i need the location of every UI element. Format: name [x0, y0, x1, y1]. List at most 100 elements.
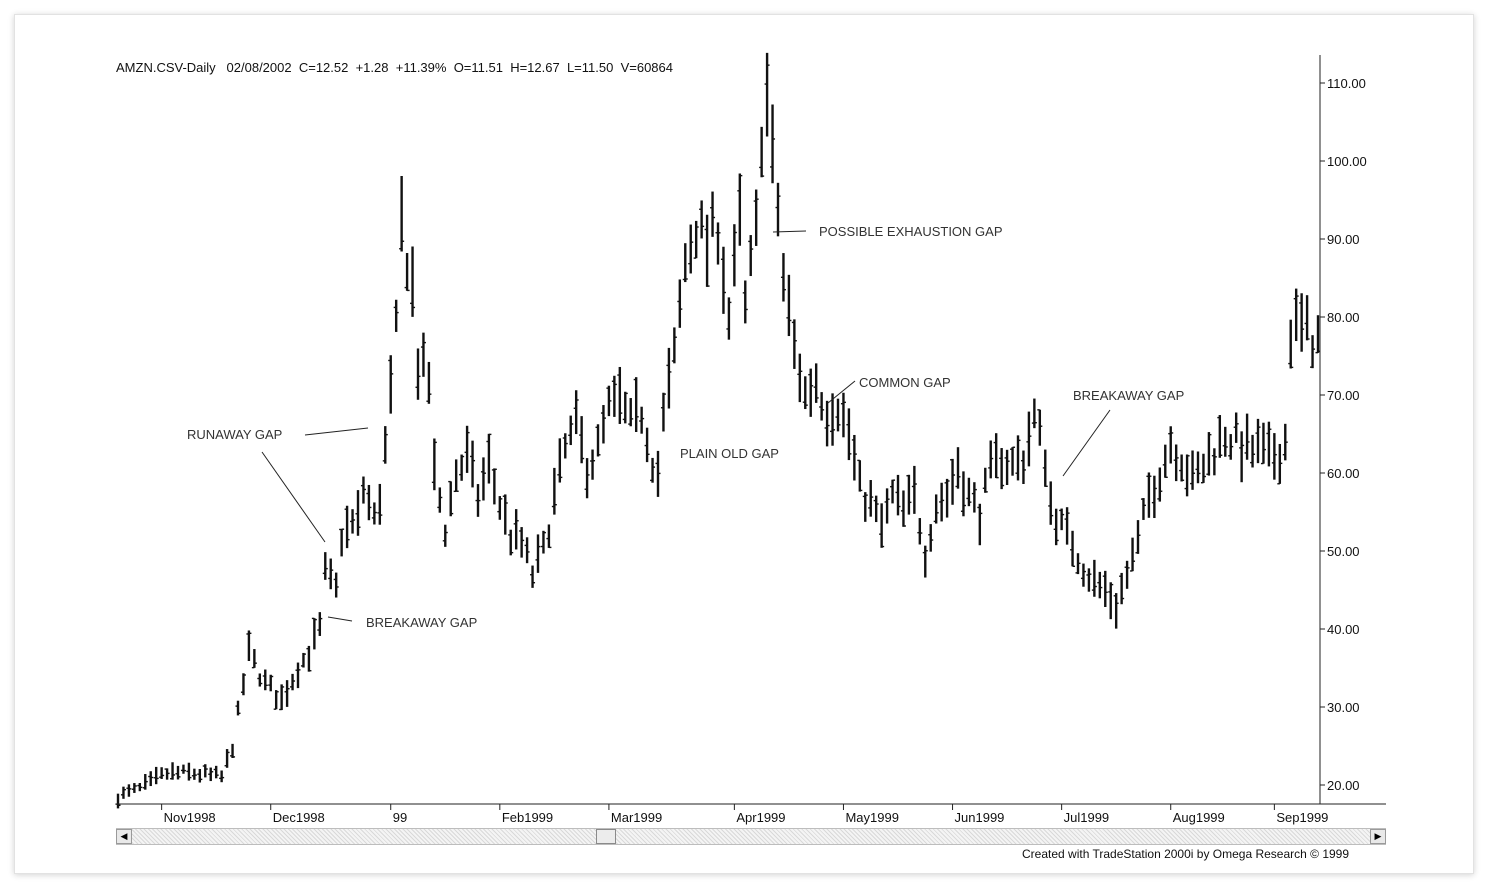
breakaway-gap-1-leader: [327, 616, 353, 622]
ohlc-bar: [268, 674, 274, 692]
ohlc-bar: [300, 652, 306, 668]
annotation-runaway-gap: RUNAWAY GAP: [187, 427, 282, 442]
ohlc-bar: [530, 565, 536, 588]
ohlc-bar: [726, 297, 732, 340]
ohlc-bar: [748, 235, 754, 277]
ohlc-bar: [960, 471, 966, 517]
ohlc-bar: [448, 480, 454, 517]
ohlc-bar: [840, 392, 846, 438]
ohlc-bar: [644, 427, 650, 463]
ohlc-bar: [857, 459, 863, 492]
ohlc-bar: [1015, 435, 1021, 481]
ohlc-bar: [491, 468, 497, 505]
horizontal-scrollbar[interactable]: ◀ ▶: [116, 828, 1386, 845]
ohlc-bar: [290, 673, 296, 691]
ohlc-bar: [1048, 481, 1054, 525]
ohlc-bar: [142, 774, 148, 790]
arrow-left-icon: ◀: [120, 831, 128, 841]
ohlc-bar: [453, 459, 459, 493]
ohlc-bar: [955, 447, 961, 489]
x-tick-label: Feb1999: [502, 810, 553, 825]
ohlc-bar: [868, 480, 874, 517]
header-volume: V=60864: [620, 60, 673, 75]
ohlc-bar: [480, 457, 486, 501]
ohlc-bar: [1080, 563, 1086, 587]
ohlc-bar: [846, 408, 852, 461]
ohlc-bar: [1102, 570, 1108, 608]
ohlc-bar: [371, 502, 377, 525]
ohlc-bar: [873, 495, 879, 523]
ohlc-bar: [1168, 426, 1174, 464]
ohlc-bar: [339, 528, 345, 557]
annotation-plain-old-gap: PLAIN OLD GAP: [680, 446, 779, 461]
ohlc-bar: [1064, 507, 1070, 545]
ohlc-bar: [540, 530, 546, 554]
y-tick-label: 80.00: [1327, 310, 1360, 325]
ohlc-bar: [115, 793, 121, 809]
ohlc-bar: [830, 393, 836, 446]
ohlc-bar: [742, 280, 748, 324]
ohlc-bar: [579, 416, 585, 464]
ohlc-bar: [639, 406, 645, 434]
ohlc-bar: [284, 680, 290, 707]
ohlc-bar: [208, 767, 214, 782]
ohlc-bar: [590, 449, 596, 480]
ohlc-bar: [1179, 454, 1185, 482]
ohlc-bar: [202, 764, 208, 778]
ohlc-bar: [262, 669, 268, 691]
ohlc-bar: [328, 558, 334, 590]
y-tick-label: 70.00: [1327, 388, 1360, 403]
ohlc-bar: [420, 332, 426, 377]
ohlc-bar: [415, 348, 421, 400]
ohlc-bar: [464, 425, 470, 473]
x-tick-label: Sep1999: [1276, 810, 1328, 825]
ohlc-bar: [562, 433, 568, 459]
ohlc-bar: [322, 552, 328, 580]
header-change: +1.28: [355, 60, 389, 75]
ohlc-bar: [939, 482, 945, 522]
ohlc-bar: [551, 467, 557, 515]
ohlc-bar: [295, 662, 301, 689]
ohlc-bar: [780, 253, 786, 302]
ohlc-bar: [524, 537, 530, 564]
scrollbar-thumb[interactable]: [596, 829, 616, 844]
annotations: RUNAWAY GAP BREAKAWAY GAP PLAIN OLD GAP …: [187, 224, 1184, 630]
ohlc-bar: [486, 433, 492, 484]
ohlc-bar: [120, 786, 126, 799]
ohlc-bar: [355, 490, 361, 536]
ohlc-bar: [911, 465, 917, 514]
scroll-left-button[interactable]: ◀: [116, 829, 132, 844]
ohlc-bar: [1299, 293, 1305, 352]
ohlc-bar: [382, 426, 388, 464]
ohlc-bar: [148, 771, 154, 787]
ohlc-bar: [1108, 582, 1114, 620]
ohlc-bar: [759, 126, 765, 178]
footer-credit: Created with TradeStation 2000i by Omega…: [1022, 847, 1350, 861]
ohlc-bar: [786, 274, 792, 337]
ohlc-bar: [257, 673, 263, 687]
ohlc-bar: [404, 252, 410, 292]
ohlc-bar: [993, 433, 999, 479]
ohlc-bar: [879, 503, 885, 548]
ohlc-bar: [895, 474, 901, 516]
ohlc-bar: [824, 400, 830, 447]
ohlc-bar: [1119, 572, 1125, 605]
ohlc-bar: [306, 645, 312, 672]
exhaustion-gap-leader: [772, 230, 807, 233]
y-tick-label: 20.00: [1327, 778, 1360, 793]
x-tick-label: Dec1998: [273, 810, 325, 825]
ohlc-bar: [442, 524, 448, 547]
ohlc-bar: [279, 684, 285, 711]
ohlc-bar: [770, 104, 776, 184]
ohlc-bar: [764, 52, 770, 137]
ohlc-bar: [797, 353, 803, 403]
ohlc-bar: [170, 762, 176, 780]
breakaway-gap-2-leader: [1062, 409, 1111, 477]
ohlc-bar: [197, 768, 203, 783]
ohlc-bar: [1135, 520, 1141, 554]
scroll-right-button[interactable]: ▶: [1370, 829, 1386, 844]
ohlc-bar: [1042, 449, 1048, 487]
ohlc-bar: [802, 376, 808, 410]
ohlc-bar: [519, 527, 525, 558]
ohlc-bar: [557, 438, 563, 483]
